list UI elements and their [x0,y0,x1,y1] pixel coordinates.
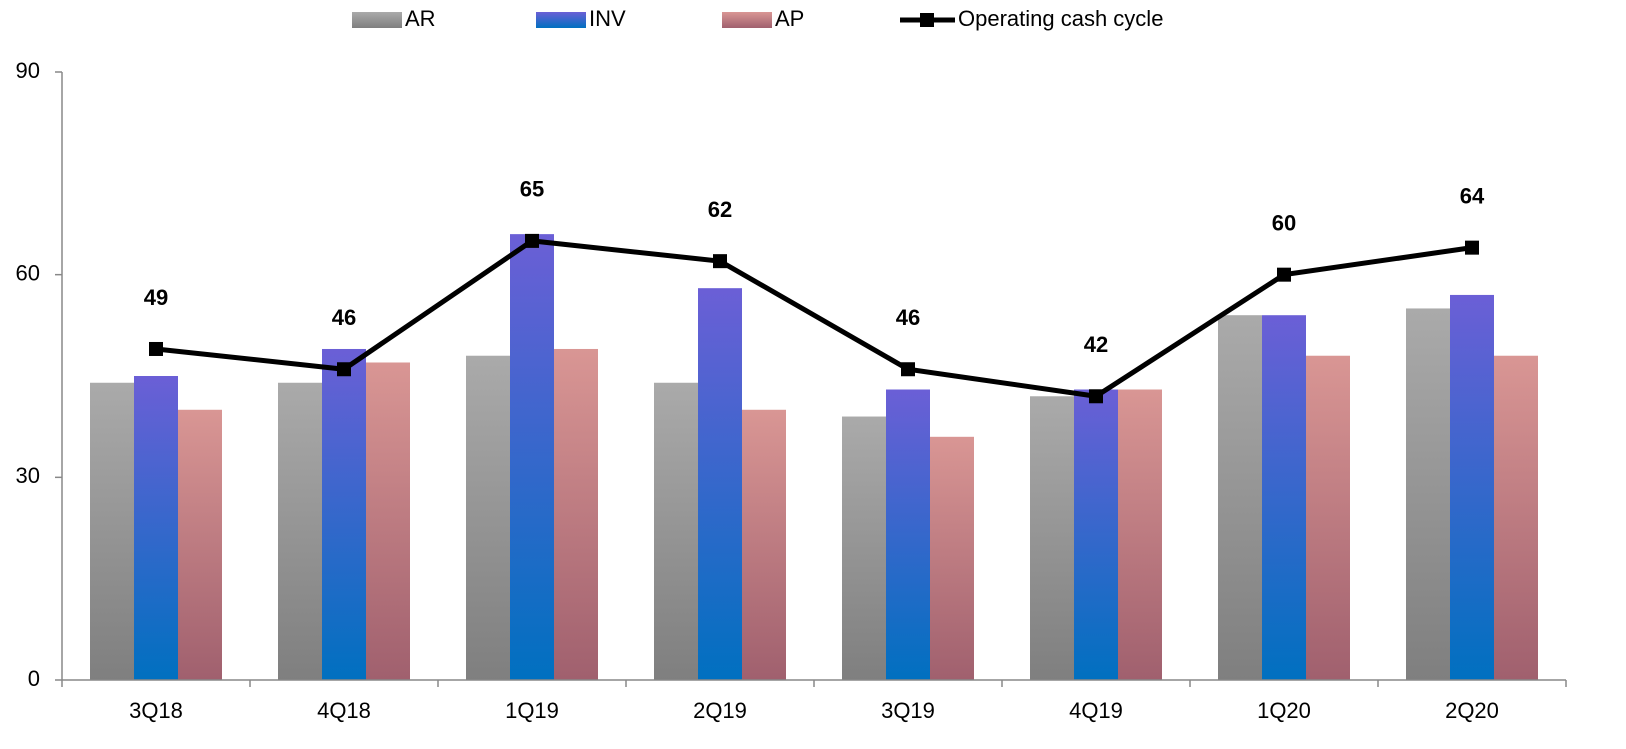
data-label: 60 [1272,210,1296,235]
bar [366,362,410,680]
line [155,238,1473,399]
legend-swatch [352,12,402,28]
data-label: 64 [1460,183,1485,208]
data-label: 42 [1084,332,1108,357]
y-tick-label: 90 [16,58,40,83]
bar [510,234,554,680]
legend-label: AP [775,6,804,31]
legend-label: AR [405,6,436,31]
bar [654,382,698,680]
bar [842,416,886,680]
bar [466,355,510,680]
marker [149,341,163,356]
data-label: 49 [144,285,168,310]
bar [1030,396,1074,680]
x-tick-label: 1Q19 [505,698,559,723]
y-tick-label: 0 [28,666,40,691]
bar [886,389,930,680]
x-tick-label: 3Q18 [129,698,183,723]
legend-marker [920,13,934,27]
bar [90,382,134,680]
x-tick-label: 4Q19 [1069,698,1123,723]
marker [901,362,915,377]
marker [1465,240,1479,255]
data-label: 62 [708,197,732,222]
x-tick-label: 2Q20 [1445,698,1499,723]
bar [1262,315,1306,680]
marker [1277,267,1291,282]
marker [713,254,727,269]
marker [525,233,539,248]
marker [337,362,351,377]
bar [742,409,786,680]
legend-label: INV [589,6,626,31]
x-tick-label: 1Q20 [1257,698,1311,723]
x-tick-label: 2Q19 [693,698,747,723]
bar [1118,389,1162,680]
legend-swatch [536,12,586,28]
data-label: 46 [896,305,920,330]
bar [178,409,222,680]
bar [1450,294,1494,680]
data-label: 65 [520,177,544,202]
bar [322,348,366,680]
bar [1306,355,1350,680]
legend-swatch [722,12,772,28]
legend-label: Operating cash cycle [958,6,1163,31]
bar [134,376,178,680]
y-tick-label: 60 [16,260,40,285]
bar [930,436,974,680]
bar [278,382,322,680]
bar [1218,315,1262,680]
bar [1074,389,1118,680]
bar [1406,308,1450,680]
x-tick-label: 4Q18 [317,698,371,723]
bar [698,288,742,680]
data-label: 46 [332,305,356,330]
bar [554,348,598,680]
marker [1089,389,1103,404]
bar [1494,355,1538,680]
y-tick-label: 30 [16,463,40,488]
x-tick-label: 3Q19 [881,698,935,723]
